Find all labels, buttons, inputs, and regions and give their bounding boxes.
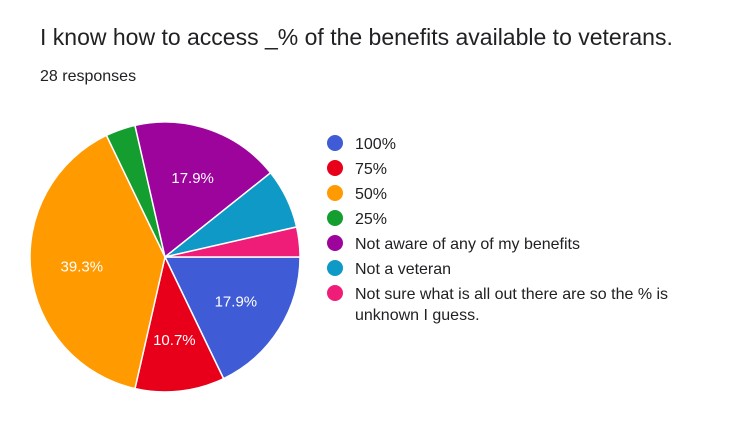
legend-item-2[interactable]: 50%	[327, 184, 707, 205]
pie-slice-4[interactable]	[134, 121, 272, 259]
pie-slice-1[interactable]	[134, 254, 225, 393]
pie-slice-2[interactable]	[29, 134, 166, 390]
response-count: 28 responses	[40, 68, 137, 85]
legend-swatch-3	[327, 210, 343, 226]
legend-label-3: 25%	[355, 211, 388, 228]
legend-swatch-4	[327, 235, 343, 251]
legend-item-0[interactable]: 100%	[327, 134, 707, 155]
legend-label-1: 75%	[355, 161, 388, 178]
slice-label-2: 39.3%	[61, 258, 104, 275]
legend-label-6: Not sure what is all out there are so th…	[355, 286, 669, 324]
slice-label-0: 17.9%	[215, 294, 258, 311]
pie-slice-0[interactable]	[163, 256, 301, 380]
legend-item-5[interactable]: Not a veteran	[327, 259, 707, 280]
legend-label-0: 100%	[355, 136, 396, 153]
legend-label-5: Not a veteran	[355, 261, 452, 278]
legend-swatch-1	[327, 160, 343, 176]
legend-swatch-0	[327, 135, 343, 151]
legend-swatch-6	[327, 285, 343, 301]
legend-item-4[interactable]: Not aware of any of my benefits	[327, 234, 707, 255]
chart-legend: 100% 75% 50% 25% Not aware of any of my bene…	[327, 134, 707, 330]
slice-label-1: 10.7%	[153, 332, 196, 349]
chart-title: I know how to access _% of the benefits …	[40, 24, 673, 50]
legend-swatch-2	[327, 185, 343, 201]
slice-label-4: 17.9%	[171, 170, 214, 187]
pie-slice-6[interactable]	[164, 226, 301, 258]
legend-item-6[interactable]: Not sure what is all out there are so th…	[327, 284, 707, 326]
legend-label-2: 50%	[355, 186, 388, 203]
legend-label-4: Not aware of any of my benefits	[355, 236, 580, 253]
legend-item-3[interactable]: 25%	[327, 209, 707, 230]
legend-swatch-5	[327, 260, 343, 276]
legend-item-1[interactable]: 75%	[327, 159, 707, 180]
